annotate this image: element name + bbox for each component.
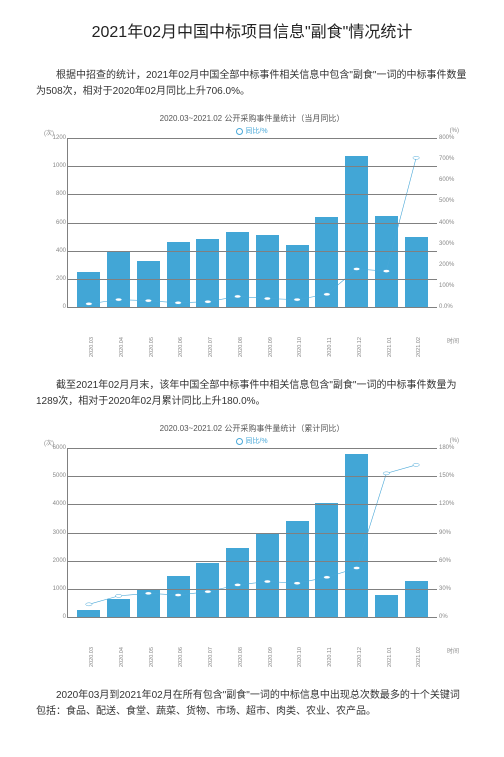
bar xyxy=(77,272,100,307)
page: 2021年02月中国中标项目信息"副食"情况统计 根据中招查的统计，2021年0… xyxy=(0,0,504,757)
bar xyxy=(167,242,190,307)
chart-2-x-labels: 2020.032020.042020.052020.062020.072020.… xyxy=(74,643,431,649)
chart-1-x-labels: 2020.032020.042020.052020.062020.072020.… xyxy=(74,333,431,339)
chart-2-y-right-unit: (%) xyxy=(450,438,459,444)
chart-2-x-unit: 时间 xyxy=(447,646,459,655)
paragraph-1: 根据中招查的统计，2021年02月中国全部中标事件相关信息中包含"副食"一词的中… xyxy=(36,68,468,99)
chart-1-y-axis-left: 020040060080010001200 xyxy=(44,138,66,307)
page-title: 2021年02月中国中标项目信息"副食"情况统计 xyxy=(36,18,468,42)
paragraph-2: 截至2021年02月月末，该年中国全部中标事件中相关信息包含"副食"一词的中标事… xyxy=(36,378,468,409)
bar xyxy=(256,534,279,617)
bar xyxy=(375,216,398,307)
chart-1-x-unit: 时间 xyxy=(447,336,459,345)
chart-2-y-axis-right: 0%30%60%90%120%150%180% xyxy=(439,448,459,617)
bar xyxy=(137,589,160,617)
bar xyxy=(137,261,160,307)
bar xyxy=(167,576,190,617)
bar xyxy=(226,548,249,617)
bar xyxy=(286,521,309,617)
chart-1-title: 2020.03~2021.02 公开采购事件量统计（当月同比） xyxy=(67,113,437,124)
chart-1-y-right-unit: (%) xyxy=(450,128,459,134)
paragraph-3: 2020年03月到2021年02月在所有包含"副食"一词的中标信息中出现总次数最… xyxy=(36,688,468,719)
chart-1-area: (次) (%) 020040060080010001200 0.0%100%20… xyxy=(67,138,437,308)
bar xyxy=(226,232,249,307)
bar xyxy=(256,235,279,307)
chart-2-legend: 同比/% xyxy=(67,436,437,446)
bar xyxy=(315,217,338,307)
chart-2-title: 2020.03~2021.02 公开采购事件量统计（累计同比） xyxy=(67,423,437,434)
chart-2-y-axis-left: 0100020003000400050006000 xyxy=(44,448,66,617)
bar xyxy=(345,454,368,617)
bar xyxy=(77,610,100,617)
bar xyxy=(196,239,219,307)
bar xyxy=(405,581,428,617)
chart-2-area: (次) (%) 0100020003000400050006000 0%30%6… xyxy=(67,448,437,618)
bar xyxy=(345,156,368,307)
bar xyxy=(375,595,398,617)
bar xyxy=(286,245,309,307)
bar xyxy=(196,563,219,617)
chart-1-y-axis-right: 0.0%100%200%300%400%500%600%700%800% xyxy=(439,138,459,307)
chart-1: 2020.03~2021.02 公开采购事件量统计（当月同比） 同比/% (次)… xyxy=(67,113,437,308)
chart-1-legend: 同比/% xyxy=(67,126,437,136)
bar xyxy=(405,237,428,307)
bar xyxy=(107,599,130,617)
chart-2: 2020.03~2021.02 公开采购事件量统计（累计同比） 同比/% (次)… xyxy=(67,423,437,618)
